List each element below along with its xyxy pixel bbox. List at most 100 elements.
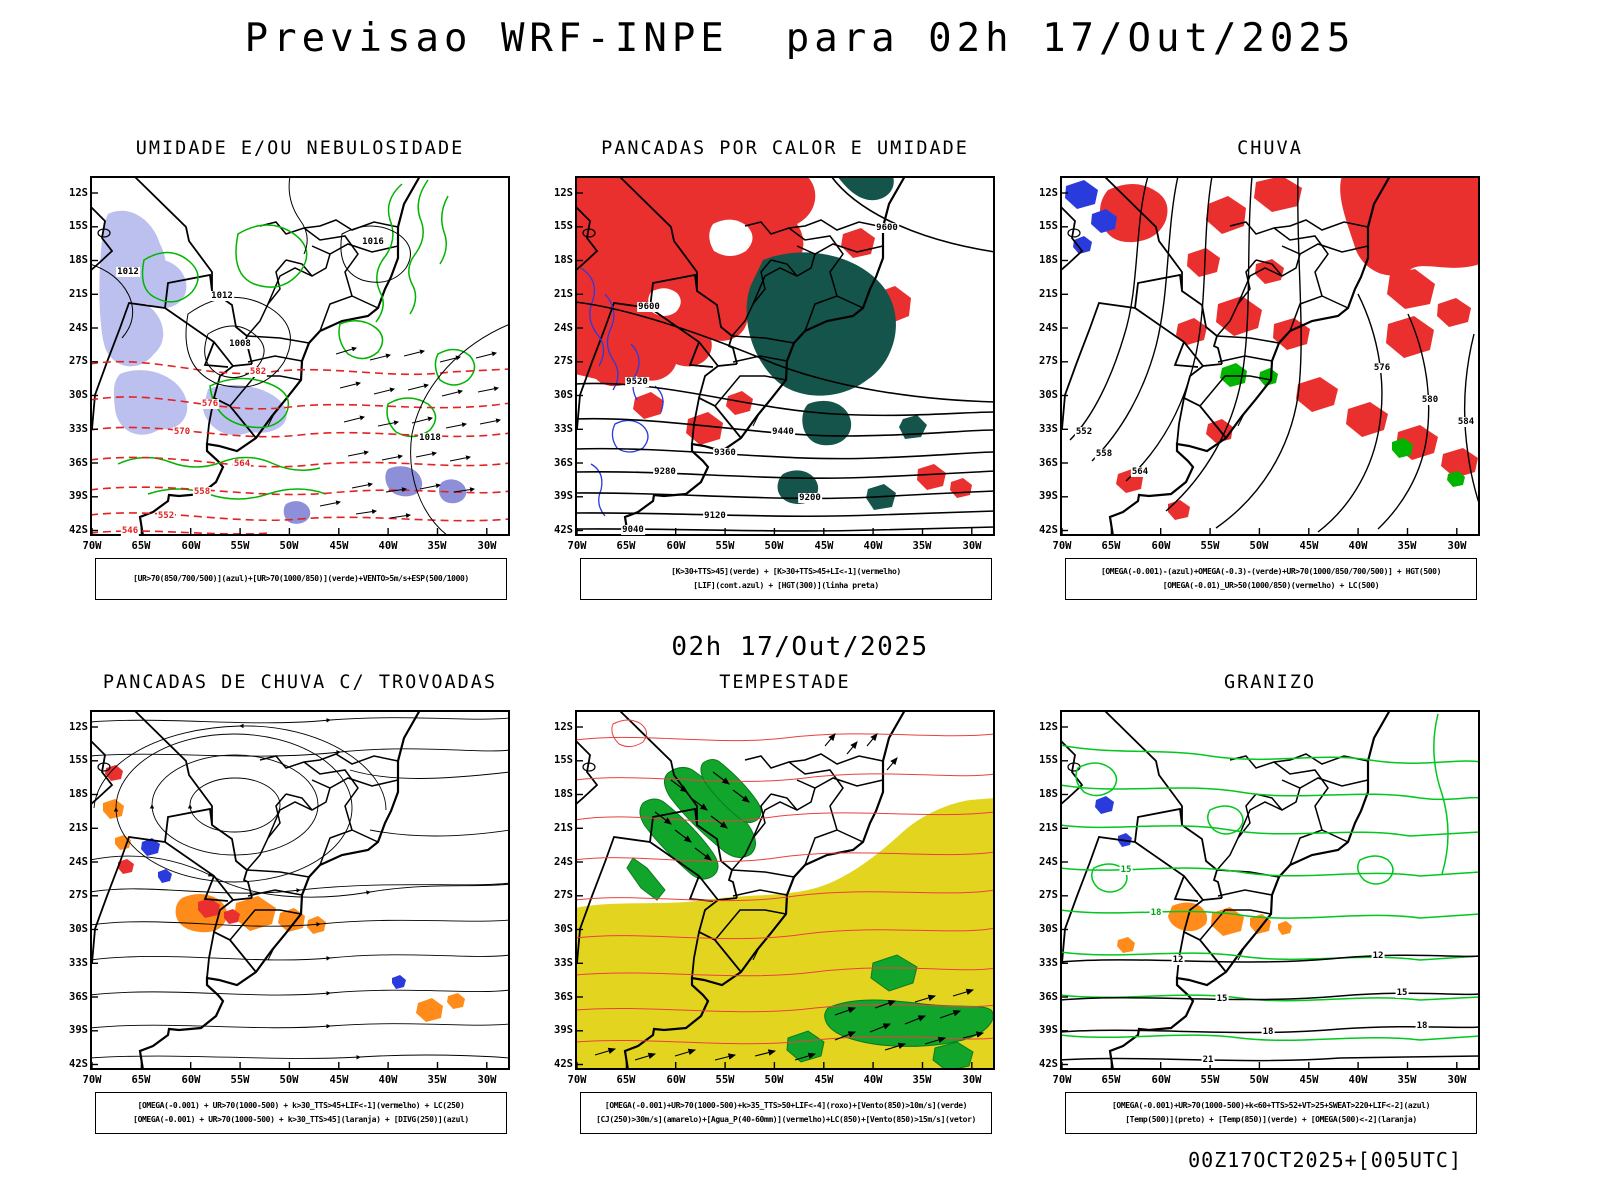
lat-tick-label: 15S bbox=[1039, 220, 1058, 232]
lon-tick-label: 55W bbox=[715, 1074, 735, 1086]
lon-tick-label: 70W bbox=[1052, 1074, 1072, 1086]
lat-tick-label: 33S bbox=[1039, 957, 1058, 969]
lon-tick-label: 30W bbox=[477, 1074, 497, 1086]
lon-tick-label: 40W bbox=[378, 540, 398, 552]
storm-red-areas bbox=[105, 765, 240, 924]
map-frame bbox=[1060, 176, 1480, 536]
lon-tick-label: 45W bbox=[814, 540, 834, 552]
map-frame bbox=[575, 176, 995, 536]
lon-tick-label: 55W bbox=[1200, 540, 1220, 552]
lat-tick-label: 21S bbox=[554, 822, 573, 834]
lat-tick-label: 12S bbox=[1039, 187, 1058, 199]
lat-tick-label: 24S bbox=[69, 322, 88, 334]
lat-tick-label: 30S bbox=[69, 389, 88, 401]
lon-tick-label: 65W bbox=[616, 540, 636, 552]
pressure-contours bbox=[90, 176, 510, 536]
lon-tick-label: 35W bbox=[912, 540, 932, 552]
lat-tick-label: 12S bbox=[554, 721, 573, 733]
streamlines bbox=[90, 717, 510, 1060]
lat-tick-label: 18S bbox=[69, 788, 88, 800]
humidity-shading-areas bbox=[99, 210, 287, 436]
lon-tick-label: 50W bbox=[279, 540, 299, 552]
map-umidade bbox=[90, 176, 510, 536]
lat-tick-label: 24S bbox=[1039, 856, 1058, 868]
lon-tick-label: 60W bbox=[666, 1074, 686, 1086]
lat-tick-label: 12S bbox=[554, 187, 573, 199]
wind-vectors bbox=[594, 733, 985, 1061]
lat-tick-label: 33S bbox=[554, 957, 573, 969]
lat-tick-label: 33S bbox=[554, 423, 573, 435]
panel-granizo-title: GRANIZO bbox=[1224, 672, 1316, 693]
lon-tick-label: 40W bbox=[863, 1074, 883, 1086]
lon-tick-label: 65W bbox=[616, 1074, 636, 1086]
lon-tick-label: 50W bbox=[764, 540, 784, 552]
lat-tick-label: 36S bbox=[1039, 991, 1058, 1003]
panel-chuva: CHUVA bbox=[1032, 138, 1502, 608]
lat-tick-label: 12S bbox=[69, 187, 88, 199]
lat-tick-label: 18S bbox=[1039, 254, 1058, 266]
lon-tick-label: 45W bbox=[1299, 1074, 1319, 1086]
lat-axis-labels: 12S 15S 18S 21S 24S 27S 30S 33S 36S 39S 42S bbox=[1032, 176, 1058, 536]
hgt500-contours bbox=[1069, 176, 1480, 533]
lat-tick-label: 27S bbox=[69, 355, 88, 367]
lon-tick-label: 30W bbox=[477, 540, 497, 552]
lat-tick-label: 21S bbox=[69, 822, 88, 834]
lat-tick-label: 27S bbox=[554, 889, 573, 901]
lon-tick-label: 30W bbox=[962, 1074, 982, 1086]
lon-tick-label: 35W bbox=[1397, 540, 1417, 552]
lat-tick-label: 15S bbox=[554, 754, 573, 766]
lat-tick-label: 27S bbox=[1039, 889, 1058, 901]
lat-tick-label: 30S bbox=[1039, 389, 1058, 401]
lat-tick-label: 18S bbox=[69, 254, 88, 266]
humidity-green-contours bbox=[117, 179, 476, 500]
lon-tick-label: 60W bbox=[666, 540, 686, 552]
lon-axis-labels: 70W 65W 60W 55W 50W 45W 40W 35W 30W bbox=[568, 710, 995, 1102]
lon-tick-label: 50W bbox=[764, 1074, 784, 1086]
lat-tick-label: 39S bbox=[554, 490, 573, 502]
caption-line: [OMEGA(-0.001) + UR>70(1000-500) + k>30_… bbox=[133, 1115, 469, 1124]
caption-chuva: [OMEGA(-0.001)-(azul)+OMEGA(-0.3)-(verde… bbox=[1065, 558, 1477, 600]
lat-tick-label: 39S bbox=[69, 490, 88, 502]
lon-tick-label: 70W bbox=[1052, 540, 1072, 552]
lon-tick-label: 30W bbox=[1447, 1074, 1467, 1086]
lat-tick-label: 27S bbox=[69, 889, 88, 901]
panel-trovoadas: PANCADAS DE CHUVA C/ TROVOADAS bbox=[62, 672, 532, 1142]
lat-axis-labels: 12S 15S 18S 21S 24S 27S 30S 33S 36S 39S 42S bbox=[547, 710, 573, 1070]
lat-tick-label: 30S bbox=[554, 389, 573, 401]
lon-tick-label: 60W bbox=[181, 540, 201, 552]
panel-tempestade: TEMPESTADE bbox=[547, 672, 1017, 1142]
caption-line: [OMEGA(-0.001)-(azul)+OMEGA(-0.3)-(verde… bbox=[1100, 566, 1442, 576]
lat-tick-label: 18S bbox=[554, 788, 573, 800]
lif-blue-contours bbox=[580, 267, 664, 517]
map-frame bbox=[90, 710, 510, 1070]
lon-tick-label: 65W bbox=[131, 1074, 151, 1086]
panel-calor-title: PANCADAS POR CALOR E UMIDADE bbox=[601, 138, 969, 159]
lat-tick-label: 39S bbox=[1039, 490, 1058, 502]
lat-tick-label: 24S bbox=[1039, 322, 1058, 334]
lat-tick-label: 36S bbox=[554, 991, 573, 1003]
page-title: Previsao WRF-INPE para 02h 17/Out/2025 bbox=[244, 16, 1356, 61]
lon-axis-labels: 70W 65W 60W 55W 50W 45W 40W 35W 30W bbox=[83, 176, 510, 568]
panel-umidade-title: UMIDADE E/OU NEBULOSIDADE bbox=[135, 138, 465, 159]
lon-tick-label: 50W bbox=[279, 1074, 299, 1086]
lon-tick-label: 60W bbox=[1151, 540, 1171, 552]
caption-line: [UR>70(850/700/500)](azul)+[UR>70(1000/8… bbox=[133, 573, 469, 583]
lon-tick-label: 35W bbox=[427, 540, 447, 552]
lat-tick-label: 42S bbox=[69, 524, 88, 536]
lon-tick-label: 55W bbox=[230, 1074, 250, 1086]
mid-datetime-label: 02h 17/Out/2025 bbox=[671, 632, 929, 662]
humidity-shading-deep-areas bbox=[283, 466, 467, 524]
caption-umidade: [UR>70(850/700/500)](azul)+[UR>70(1000/8… bbox=[95, 558, 507, 600]
lat-tick-label: 18S bbox=[1039, 788, 1058, 800]
caption-line: [K>30+TTS>45](verde) + [K>30+TTS>45+LI<-… bbox=[671, 566, 901, 576]
lat-tick-label: 33S bbox=[69, 423, 88, 435]
caption-tempestade: [OMEGA(-0.001)+UR>70(1000-500)+k>35_TTS>… bbox=[580, 1092, 992, 1134]
lat-tick-label: 24S bbox=[554, 856, 573, 868]
lon-tick-label: 50W bbox=[1249, 540, 1269, 552]
map-chuva bbox=[1060, 176, 1480, 536]
panel-tempestade-title: TEMPESTADE bbox=[719, 672, 851, 693]
lon-tick-label: 60W bbox=[181, 1074, 201, 1086]
lon-tick-label: 40W bbox=[1348, 540, 1368, 552]
thickness-red-contours bbox=[90, 360, 510, 535]
map-calor bbox=[575, 176, 995, 536]
